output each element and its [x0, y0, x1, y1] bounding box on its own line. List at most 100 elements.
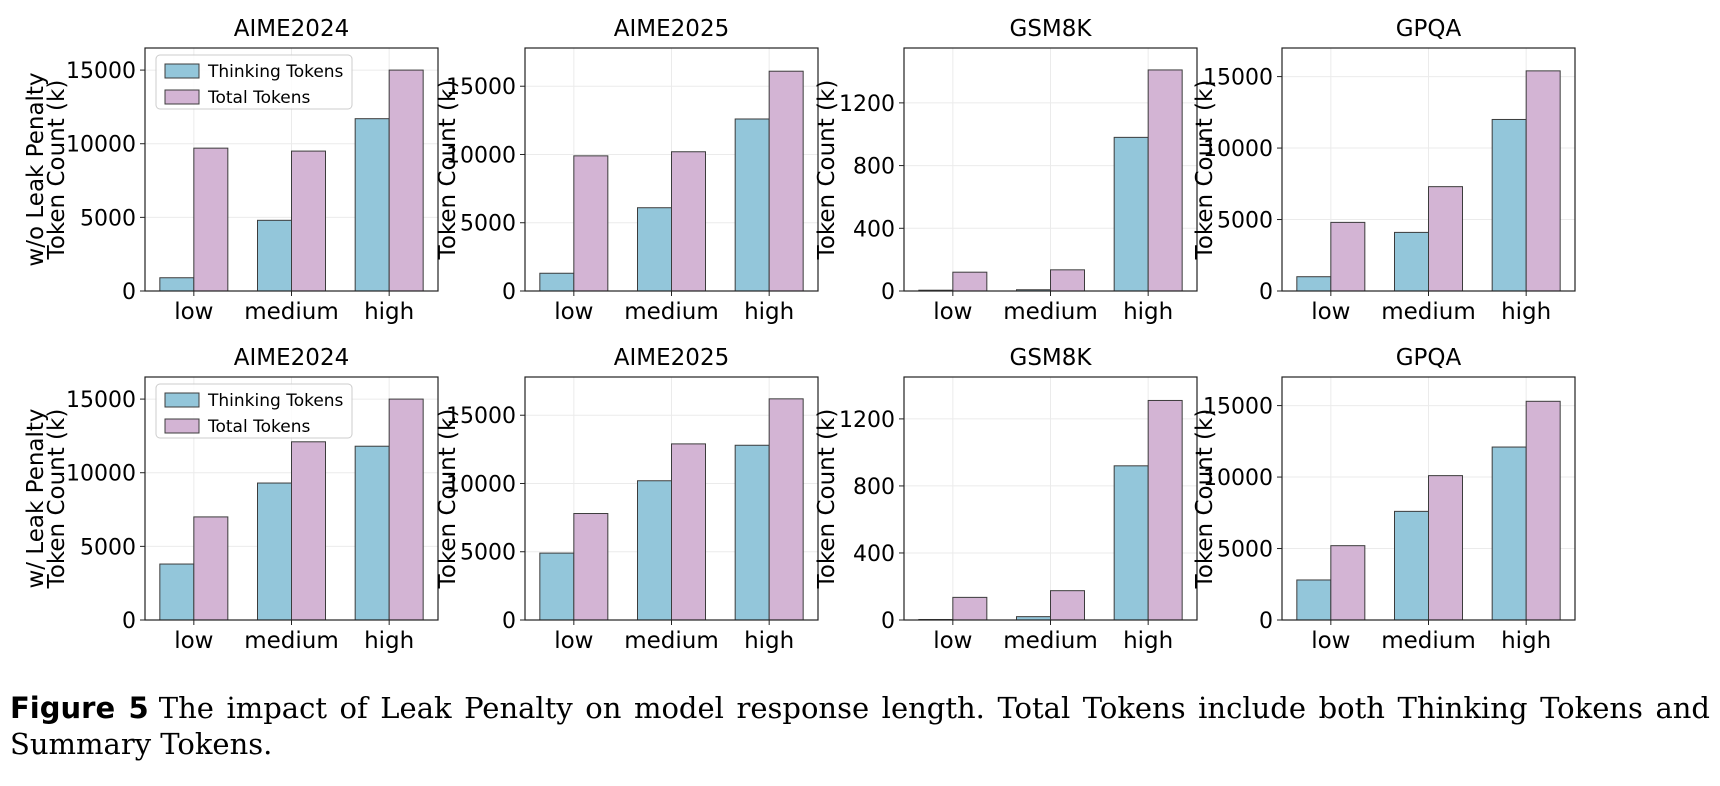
- y-tick-label: 15000: [1203, 66, 1273, 91]
- y-tick-label: 5000: [1217, 209, 1273, 234]
- bar-thinking-tokens-medium: [637, 207, 672, 292]
- y-tick-label: 10000: [446, 472, 516, 497]
- bar-total-tokens-medium: [1050, 590, 1085, 621]
- bar-total-tokens-low: [573, 155, 609, 292]
- chart-title: GSM8K: [1010, 16, 1093, 42]
- y-tick-label: 10000: [446, 143, 516, 168]
- y-tick-label: 0: [1259, 609, 1273, 634]
- y-axis-label: Token Count (k): [1192, 409, 1218, 590]
- y-axis-label-line: Token Count (k): [814, 80, 840, 261]
- chart-panel-7: 0 400 800 1200 low medium high GSM8K Token Count…: [814, 345, 1198, 654]
- bar-thinking-tokens-high: [734, 444, 770, 621]
- bar-total-tokens-low: [193, 516, 229, 621]
- bar-thinking-tokens-high: [354, 118, 390, 292]
- y-tick-label: 5000: [1217, 538, 1273, 563]
- chart-title: GPQA: [1396, 16, 1462, 42]
- bar-total-tokens-medium: [1428, 186, 1463, 292]
- chart-panel-3: 0 400 800 1200 low medium high GSM8K Token Count…: [814, 16, 1198, 325]
- bar-thinking-tokens-low: [1296, 579, 1332, 621]
- y-tick-label: 400: [853, 217, 895, 242]
- legend-entry: Total Tokens: [207, 417, 310, 437]
- legend-entry: Total Tokens: [207, 88, 310, 108]
- y-axis-label-line: w/o Leak Penalty: [23, 72, 49, 266]
- y-tick-label: 0: [1259, 280, 1273, 305]
- y-axis-label-line: Token Count (k): [44, 409, 70, 590]
- y-axis-label-line: Token Count (k): [814, 409, 840, 590]
- bar-thinking-tokens-low: [539, 272, 575, 292]
- bar-thinking-tokens-high: [734, 118, 770, 292]
- bar-thinking-tokens-medium: [257, 219, 292, 292]
- chart-title: GSM8K: [1010, 345, 1093, 371]
- bar-total-tokens-medium: [671, 443, 706, 621]
- chart-title: GPQA: [1396, 345, 1462, 371]
- bar-total-tokens-medium: [291, 441, 326, 621]
- y-axis-label: Token Count (k): [814, 80, 840, 261]
- legend-swatch: [164, 418, 200, 434]
- x-tick-label: low: [174, 299, 213, 325]
- x-tick-label: medium: [624, 628, 719, 654]
- legend-swatch: [164, 63, 200, 79]
- chart-title: AIME2024: [234, 345, 349, 371]
- bar-thinking-tokens-medium: [257, 482, 292, 621]
- bar-thinking-tokens-medium: [1394, 231, 1429, 292]
- bar-total-tokens-high: [1147, 399, 1183, 621]
- y-tick-label: 1200: [839, 408, 895, 433]
- chart-panel-8: 0 5000 10000 15000 low medium high GPQA Token Co…: [1192, 345, 1576, 654]
- bar-thinking-tokens-low: [539, 552, 575, 621]
- y-tick-label: 0: [881, 609, 895, 634]
- y-tick-label: 10000: [1203, 137, 1273, 162]
- legend-entry: Thinking Tokens: [207, 62, 344, 82]
- figure-charts: 0 5000 10000 15000 low medium high AIME2024 w/o …: [23, 16, 1576, 654]
- y-tick-label: 0: [122, 280, 136, 305]
- bar-total-tokens-high: [1147, 69, 1183, 292]
- bar-thinking-tokens-medium: [637, 480, 672, 621]
- x-tick-label: medium: [244, 628, 339, 654]
- y-tick-label: 1200: [839, 92, 895, 117]
- bar-total-tokens-low: [193, 147, 229, 292]
- y-axis-label-line: Token Count (k): [1192, 409, 1218, 590]
- bar-thinking-tokens-low: [1296, 276, 1332, 292]
- bar-total-tokens-medium: [1428, 475, 1463, 621]
- chart-panel-5: 0 5000 10000 15000 low medium high AIME2024 w/ L…: [23, 345, 439, 654]
- y-axis-label: w/o Leak PenaltyToken Count (k): [23, 72, 70, 266]
- bar-total-tokens-low: [1330, 221, 1366, 292]
- bar-total-tokens-low: [1330, 545, 1366, 621]
- y-tick-label: 400: [853, 542, 895, 567]
- x-tick-label: low: [554, 299, 593, 325]
- chart-title: AIME2024: [234, 16, 349, 42]
- y-tick-label: 5000: [80, 206, 136, 231]
- bar-total-tokens-medium: [671, 151, 706, 292]
- bar-total-tokens-high: [768, 70, 804, 292]
- bar-thinking-tokens-high: [1491, 118, 1527, 292]
- y-axis-label: Token Count (k): [1192, 80, 1218, 261]
- y-tick-label: 15000: [446, 75, 516, 100]
- y-tick-label: 15000: [1203, 395, 1273, 420]
- x-tick-label: low: [933, 628, 972, 654]
- bar-total-tokens-low: [573, 513, 609, 621]
- y-tick-label: 800: [853, 155, 895, 180]
- legend-entry: Thinking Tokens: [207, 391, 344, 411]
- bar-total-tokens-low: [952, 271, 988, 292]
- y-tick-label: 0: [122, 609, 136, 634]
- y-tick-label: 800: [853, 475, 895, 500]
- bar-total-tokens-low: [952, 596, 988, 621]
- bar-thinking-tokens-high: [1113, 465, 1149, 621]
- bar-thinking-tokens-high: [354, 445, 390, 621]
- x-tick-label: low: [1311, 299, 1350, 325]
- x-tick-label: high: [744, 299, 794, 325]
- y-axis-label-line: Token Count (k): [1192, 80, 1218, 261]
- y-axis-label: w/ Leak PenaltyToken Count (k): [23, 408, 70, 589]
- bar-thinking-tokens-low: [159, 563, 195, 621]
- y-tick-label: 15000: [446, 404, 516, 429]
- x-tick-label: high: [1123, 299, 1173, 325]
- caption-text: The impact of Leak Penalty on model resp…: [10, 691, 1711, 761]
- x-tick-label: low: [174, 628, 213, 654]
- y-tick-label: 10000: [66, 462, 136, 487]
- y-axis-label: Token Count (k): [814, 409, 840, 590]
- y-axis-label-line: Token Count (k): [435, 80, 461, 261]
- bar-total-tokens-high: [1525, 70, 1561, 292]
- x-tick-label: medium: [244, 299, 339, 325]
- x-tick-label: medium: [1003, 628, 1098, 654]
- bar-total-tokens-high: [768, 398, 804, 621]
- legend: Thinking Tokens Total Tokens: [155, 54, 353, 110]
